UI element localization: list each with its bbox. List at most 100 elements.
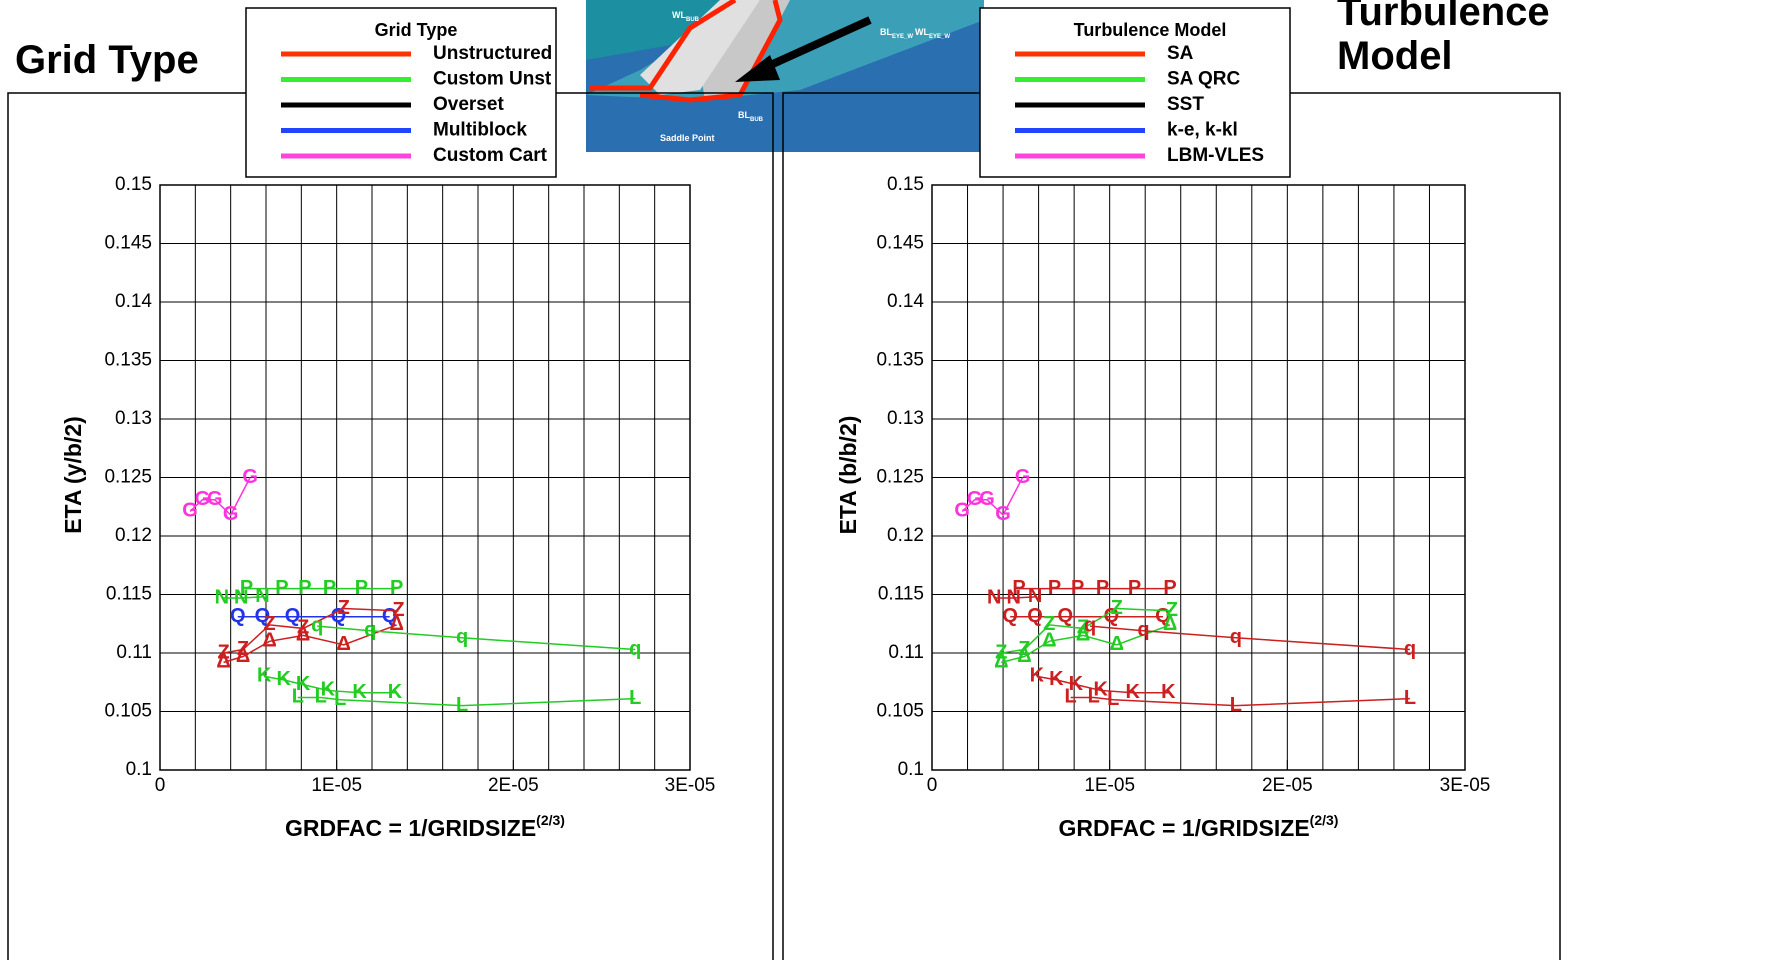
data-marker: G xyxy=(954,500,970,522)
data-marker: L xyxy=(629,687,641,709)
inset-wing xyxy=(640,0,760,95)
data-marker: G xyxy=(207,488,223,510)
data-marker: Δ xyxy=(1110,633,1124,655)
x-tick-label: 3E-05 xyxy=(665,775,716,796)
data-marker: L xyxy=(1088,686,1100,708)
data-marker: Z xyxy=(297,617,309,639)
data-marker: Q xyxy=(255,605,271,627)
data-marker: q xyxy=(1137,619,1149,641)
inset-label: BLBUB xyxy=(738,110,764,122)
data-marker: Q xyxy=(1002,605,1018,627)
data-marker: L xyxy=(292,686,304,708)
data-marker: G xyxy=(1015,466,1031,488)
data-marker: G xyxy=(967,488,983,510)
data-marker: P xyxy=(1128,577,1141,599)
data-marker: G xyxy=(182,500,198,522)
data-marker: K xyxy=(352,681,367,703)
series-line xyxy=(189,477,251,517)
legend-label: Custom Unst xyxy=(433,69,552,90)
data-marker: Q xyxy=(1104,605,1120,627)
y-tick-label: 0.115 xyxy=(878,584,924,605)
data-marker: Q xyxy=(230,605,246,627)
x-tick-label: 1E-05 xyxy=(311,775,362,796)
series-line xyxy=(961,477,1024,517)
legend-box xyxy=(979,7,1291,178)
data-marker: P xyxy=(1071,577,1084,599)
legend-box xyxy=(245,7,557,178)
inset-label-text: WL xyxy=(915,27,929,37)
data-marker: L xyxy=(1064,686,1076,708)
data-marker: Z xyxy=(392,599,404,621)
data-marker: P xyxy=(240,577,253,599)
x-tick-label: 3E-05 xyxy=(1440,775,1491,796)
y-tick-label: 0.12 xyxy=(887,525,924,546)
y-tick-label: 0.125 xyxy=(876,467,924,488)
x-tick-label: 2E-05 xyxy=(1262,775,1313,796)
y-tick-label: 0.1 xyxy=(898,759,924,780)
data-marker: Q xyxy=(331,605,347,627)
data-marker: L xyxy=(315,686,327,708)
y-tick-label: 0.15 xyxy=(115,174,152,195)
legend-label: LBM-VLES xyxy=(1167,145,1264,166)
series-line xyxy=(317,625,636,651)
data-marker: G xyxy=(242,466,258,488)
x-axis-label-sup: (2/3) xyxy=(536,812,565,828)
data-marker: Z xyxy=(1043,613,1055,635)
y-tick-label: 0.135 xyxy=(104,350,152,371)
data-marker: Q xyxy=(285,605,301,627)
y-tick-label: 0.14 xyxy=(887,291,924,312)
data-marker: P xyxy=(1012,577,1025,599)
panel-title: Grid Type xyxy=(15,38,199,82)
data-marker: Δ xyxy=(1042,630,1056,652)
y-tick-label: 0.145 xyxy=(876,233,924,254)
legend-label: k-e, k-kl xyxy=(1167,120,1238,141)
data-marker: P xyxy=(390,577,403,599)
y-tick-label: 0.14 xyxy=(115,291,152,312)
y-tick-label: 0.105 xyxy=(876,701,924,722)
panel-title: Turbulence Model xyxy=(1337,0,1550,78)
data-marker: q xyxy=(311,614,323,636)
data-marker: q xyxy=(629,638,641,660)
legend-label: SA xyxy=(1167,43,1194,64)
data-marker: Δ xyxy=(1163,613,1177,635)
data-marker: K xyxy=(388,681,403,703)
data-marker: Δ xyxy=(262,630,276,652)
inset-arrow-head xyxy=(735,55,780,82)
inset-arrow xyxy=(753,16,872,76)
data-marker: Δ xyxy=(296,624,310,646)
inset-label-sub: BUB xyxy=(686,17,700,23)
data-marker: Q xyxy=(1057,605,1073,627)
data-marker: P xyxy=(323,577,336,599)
legend-label: Overset xyxy=(433,94,504,115)
data-marker: Δ xyxy=(1017,645,1031,667)
data-marker: Z xyxy=(338,597,350,619)
data-marker: N xyxy=(215,586,229,608)
data-marker: Q xyxy=(1027,605,1043,627)
inset-label: BLEYE_W xyxy=(880,27,913,39)
data-marker: K xyxy=(1094,679,1109,701)
data-marker: Z xyxy=(263,613,275,635)
data-marker: N xyxy=(1028,585,1042,607)
y-tick-label: 0.11 xyxy=(116,642,152,663)
y-tick-label: 0.105 xyxy=(104,701,152,722)
data-marker: N xyxy=(987,586,1001,608)
y-tick-label: 0.125 xyxy=(104,467,152,488)
series-line xyxy=(264,675,395,694)
data-marker: G xyxy=(223,503,239,525)
data-marker: N xyxy=(255,585,269,607)
data-marker: Z xyxy=(1077,617,1089,639)
inset-image xyxy=(586,0,984,152)
data-marker: P xyxy=(355,577,368,599)
plot-frame xyxy=(931,184,1466,771)
x-tick-label: 1E-05 xyxy=(1084,775,1135,796)
data-marker: Δ xyxy=(1076,624,1090,646)
inset-label-sub: EYE_W xyxy=(929,34,950,40)
inset-outline xyxy=(590,0,737,91)
legend-label: Multiblock xyxy=(433,120,527,141)
legend-label: Custom Cart xyxy=(433,145,548,166)
inset-label-sub: EYE_W xyxy=(892,34,913,40)
inset-label: WLBUB xyxy=(672,10,700,22)
data-marker: N xyxy=(1007,586,1021,608)
